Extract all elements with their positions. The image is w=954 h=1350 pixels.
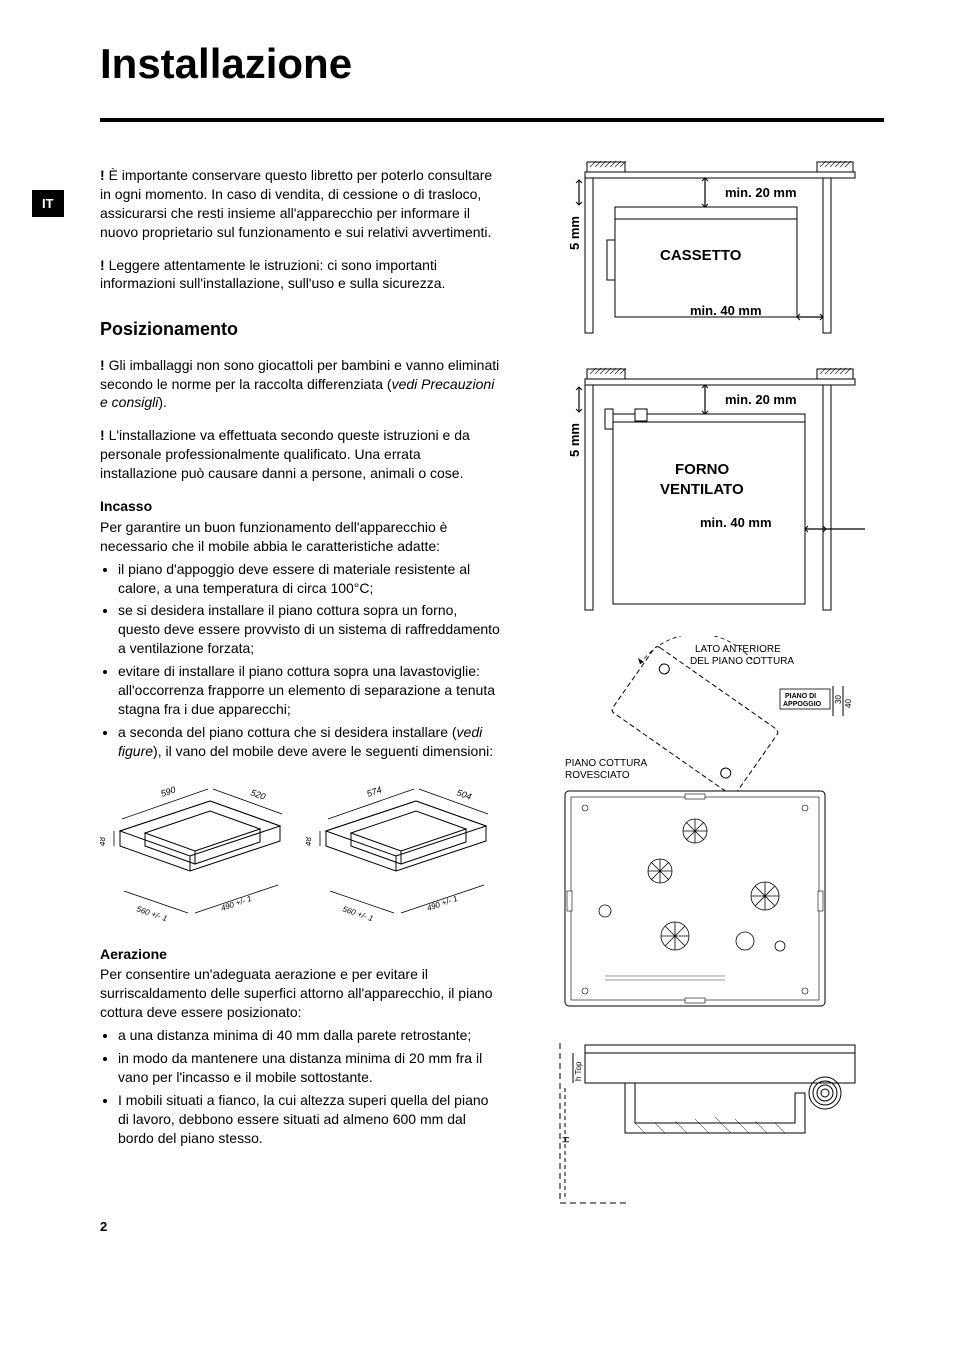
d2-forno: FORNO — [675, 461, 729, 478]
fig2-d: 504 — [455, 787, 472, 801]
d2-min40: min. 40 mm — [700, 515, 772, 530]
diagram-cross-section: h Top H — [545, 1033, 855, 1218]
fig2-cutw: 560 +/- 1 — [341, 904, 374, 923]
d1-cassetto: CASSETTO — [660, 247, 742, 264]
d3-pianodi: PIANO DI — [785, 693, 816, 700]
warning-3: ! Gli imballaggi non sono giocattoli per… — [100, 356, 500, 413]
d3-lato2: DEL PIANO COTTURA — [690, 656, 794, 667]
warning-1: ! È importante conservare questo librett… — [100, 166, 500, 242]
page-number: 2 — [100, 1219, 107, 1234]
language-tab: IT — [32, 190, 64, 217]
dimension-figure-1: 590 520 48 560 +/- 1 490 +/- 1 — [100, 771, 290, 931]
d3-flip2: ROVESCIATO — [565, 770, 630, 781]
warning-3-end: ). — [158, 394, 167, 410]
heading-aerazione: Aerazione — [100, 945, 500, 964]
d4-h: H — [561, 1137, 571, 1144]
incasso-item-4: a seconda del piano cottura che si desid… — [118, 723, 500, 761]
fig1-h: 48 — [100, 836, 107, 845]
incasso-item-2: se si desidera installare il piano cottu… — [118, 601, 500, 658]
incasso-item-4b: ), il vano del mobile deve avere le segu… — [153, 743, 493, 759]
left-column: ! È importante conservare questo librett… — [100, 152, 500, 1218]
d3-appoggio: APPOGGIO — [783, 701, 822, 708]
diagram-forno: min. 20 mm 5 mm FORNO VENTILATO min. 40 … — [545, 359, 855, 624]
aerazione-list: a una distanza minima di 40 mm dalla par… — [100, 1026, 500, 1147]
title-rule — [100, 118, 884, 122]
fig1-d: 520 — [249, 787, 266, 801]
fig1-w: 590 — [159, 784, 176, 798]
diagram-hob-flip: LATO ANTERIORE DEL PIANO COTTURA PIANO D… — [545, 636, 855, 1021]
page-title: Installazione — [100, 40, 884, 88]
d2-ventilato: VENTILATO — [660, 481, 744, 498]
incasso-list: il piano d'appoggio deve essere di mater… — [100, 560, 500, 761]
aerazione-item-2: in modo da mantenere una distanza minima… — [118, 1049, 500, 1087]
fig2-w: 574 — [365, 784, 382, 798]
d1-min40: min. 40 mm — [690, 303, 762, 318]
incasso-item-1: il piano d'appoggio deve essere di mater… — [118, 560, 500, 598]
aerazione-intro: Per consentire un'adeguata aerazione e p… — [100, 965, 500, 1022]
right-column: min. 20 mm 5 mm CASSETTO min. 40 mm — [540, 152, 860, 1218]
fig2-cutd: 490 +/- 1 — [426, 894, 459, 913]
d3-dim40: 40 — [844, 699, 853, 708]
fig1-cutd: 490 +/- 1 — [220, 894, 253, 913]
d1-5mm: 5 mm — [567, 216, 582, 250]
heading-posizionamento: Posizionamento — [100, 317, 500, 341]
incasso-item-4a: a seconda del piano cottura che si desid… — [118, 724, 457, 740]
incasso-item-3: evitare di installare il piano cottura s… — [118, 662, 500, 719]
aerazione-item-3: I mobili situati a fianco, la cui altezz… — [118, 1091, 500, 1148]
heading-incasso: Incasso — [100, 497, 500, 516]
d2-min20: min. 20 mm — [725, 392, 797, 407]
dimension-figure-2: 574 504 48 560 +/- 1 490 +/- 1 — [306, 771, 496, 931]
d1-min20: min. 20 mm — [725, 185, 797, 200]
incasso-intro: Per garantire un buon funzionamento dell… — [100, 518, 500, 556]
d2-5mm: 5 mm — [567, 423, 582, 457]
d3-lato1: LATO ANTERIORE — [695, 644, 781, 655]
warning-4-text: L'installazione va effettuata secondo qu… — [100, 427, 470, 481]
d3-flip1: PIANO COTTURA — [565, 758, 648, 769]
fig1-cutw: 560 +/- 1 — [135, 904, 168, 923]
warning-2: ! Leggere attentamente le istruzioni: ci… — [100, 256, 500, 294]
fig2-h: 48 — [306, 836, 313, 845]
d4-htop: h Top — [574, 1061, 583, 1081]
d3-dim30: 30 — [834, 695, 843, 704]
diagram-cassetto: min. 20 mm 5 mm CASSETTO min. 40 mm — [545, 152, 855, 347]
warning-4: ! L'installazione va effettuata secondo … — [100, 426, 500, 483]
dimension-figures: 590 520 48 560 +/- 1 490 +/- 1 — [100, 771, 500, 931]
aerazione-item-1: a una distanza minima di 40 mm dalla par… — [118, 1026, 500, 1045]
warning-1-text: È importante conservare questo libretto … — [100, 167, 492, 240]
warning-2-text: Leggere attentamente le istruzioni: ci s… — [100, 257, 445, 292]
